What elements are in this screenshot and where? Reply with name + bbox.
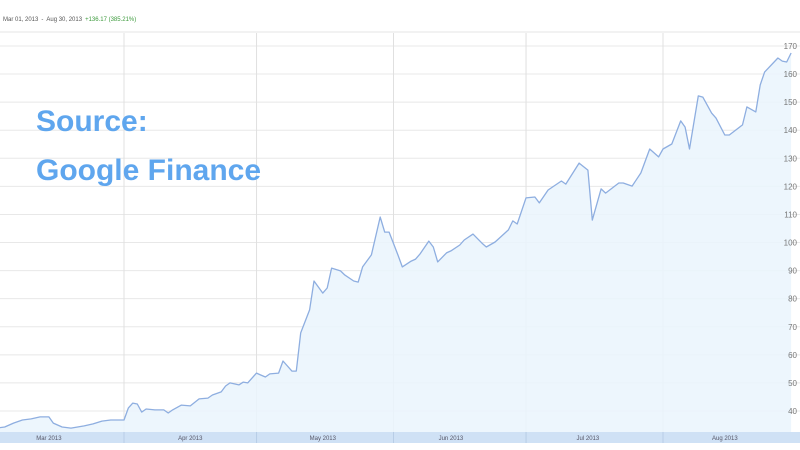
x-tick-label: Jul 2013 [577, 436, 600, 442]
y-tick-label: 150 [784, 98, 798, 107]
price-change: +136.17 (385.21%) [85, 17, 137, 23]
y-tick-label: 100 [784, 239, 798, 248]
y-tick-label: 90 [788, 267, 797, 276]
y-tick-label: 70 [788, 323, 797, 332]
y-tick-label: 140 [784, 126, 798, 135]
y-tick-label: 60 [788, 351, 797, 360]
date-range-header: Mar 01, 2013- Aug 30, 2013 +136.17 (385.21… [3, 17, 136, 23]
x-tick-label: May 2013 [310, 436, 337, 442]
x-tick-label: Aug 2013 [712, 436, 738, 442]
area-fill [0, 53, 792, 432]
x-tick-label: Apr 2013 [178, 436, 203, 442]
y-tick-label: 110 [784, 210, 797, 219]
y-tick-label: 80 [788, 295, 797, 304]
y-tick-label: 50 [788, 379, 797, 388]
source-label: Source: [36, 105, 148, 138]
y-tick-label: 130 [784, 154, 798, 163]
y-tick-label: 170 [784, 42, 798, 51]
range-separator: - [41, 17, 44, 23]
x-axis-band [0, 432, 800, 443]
start-date: Mar 01, 2013 [3, 17, 39, 23]
x-tick-label: Jun 2013 [439, 436, 464, 442]
y-tick-label: 160 [784, 70, 798, 79]
price-line [0, 52, 792, 429]
y-tick-label: 40 [788, 407, 797, 416]
y-tick-label: 120 [784, 182, 798, 191]
end-date: Aug 30, 2013 [46, 17, 83, 23]
source-name: Google Finance [36, 154, 262, 187]
x-tick-label: Mar 2013 [36, 436, 62, 442]
